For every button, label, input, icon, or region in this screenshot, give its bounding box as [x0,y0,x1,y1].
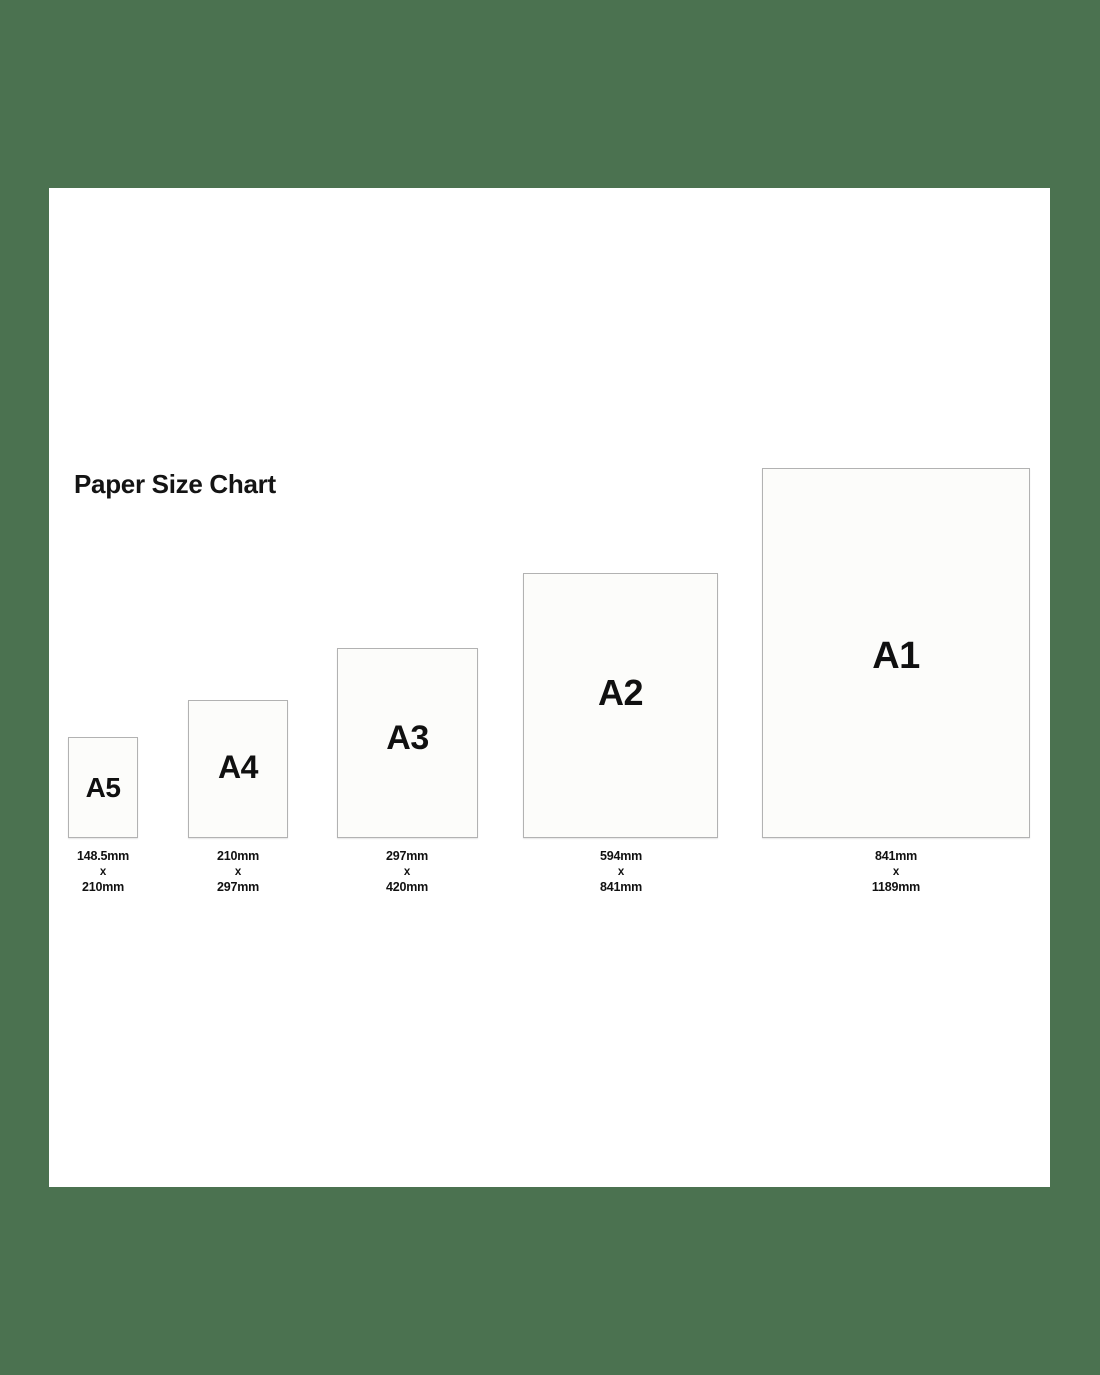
paper-width-a2: 594mm [599,849,643,863]
paper-box-label-a2: A2 [597,672,644,713]
paper-dims-a3: 297mm x 420mm [342,849,472,896]
paper-height-a4: 297mm [216,880,260,894]
paper-width-a3: 297mm [385,849,429,863]
paper-height-a2: 841mm [599,880,643,894]
paper-height-a5: 210mm [81,880,125,894]
paper-dims-a4: 210mm x 297mm [173,849,303,896]
paper-box-label-a1: A1 [872,635,920,677]
paper-box-label-a3: A3 [386,719,429,757]
page-title: Paper Size Chart [74,469,276,499]
paper-box-a4[interactable]: A4 [188,700,288,838]
paper-box-a3[interactable]: A3 [337,648,478,838]
paper-height-a1: 1189mm [871,880,921,894]
paper-dim-separator-a4: x [234,865,242,878]
paper-width-a5: 148.5mm [76,849,130,863]
paper-dim-separator-a3: x [403,865,411,878]
paper-height-a3: 420mm [385,880,429,894]
paper-dims-a1: 841mm x 1189mm [831,849,961,896]
paper-box-a1[interactable]: A1 [762,468,1030,838]
paper-dim-separator-a1: x [892,865,900,878]
paper-dims-a2: 594mm x 841mm [556,849,686,896]
paper-box-label-a5: A5 [85,772,121,803]
paper-dim-separator-a2: x [617,865,625,878]
paper-box-a5[interactable]: A5 [68,737,138,838]
paper-width-a1: 841mm [874,849,918,863]
paper-width-a4: 210mm [216,849,260,863]
paper-dims-a5: 148.5mm x 210mm [38,849,168,896]
paper-dim-separator-a5: x [99,865,107,878]
paper-box-label-a4: A4 [218,749,258,785]
paper-box-a2[interactable]: A2 [523,573,718,838]
